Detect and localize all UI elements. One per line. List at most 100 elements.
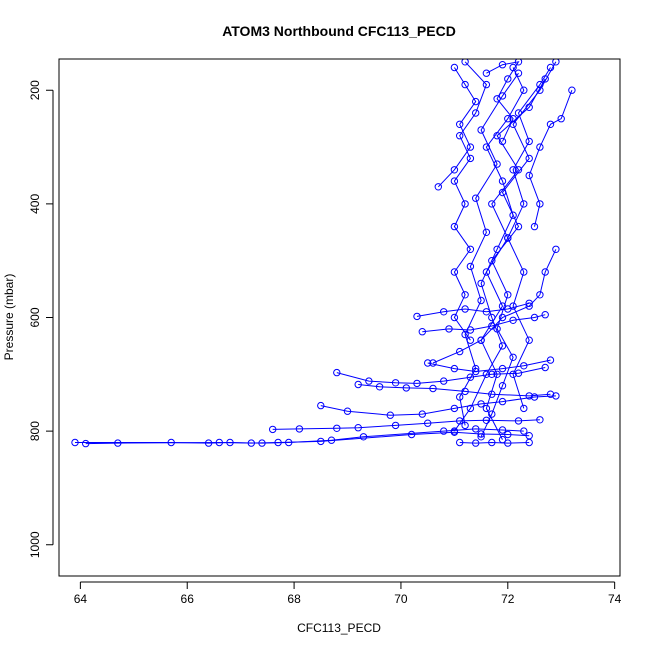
series-11: [477, 75, 549, 444]
data-point: [488, 200, 496, 208]
x-tick-label: 66: [181, 592, 195, 606]
data-point: [514, 222, 523, 231]
data-point: [525, 103, 533, 112]
data-point: [557, 115, 565, 123]
data-point: [536, 143, 544, 151]
data-point: [504, 234, 512, 242]
data-point: [456, 438, 464, 447]
data-point: [482, 228, 491, 237]
data-point: [488, 370, 496, 378]
data-point: [530, 393, 539, 401]
series-line: [453, 67, 525, 432]
y-tick-label: 200: [28, 80, 42, 100]
data-point: [472, 367, 480, 376]
series-12: [450, 59, 491, 344]
data-point: [498, 342, 507, 350]
series-line: [427, 359, 551, 373]
data-point: [461, 291, 469, 299]
data-point: [546, 390, 555, 398]
data-point: [440, 427, 448, 435]
data-point: [317, 401, 325, 410]
series-line: [459, 441, 530, 444]
x-tick-label: 72: [501, 592, 515, 606]
data-point: [466, 245, 475, 254]
data-point: [498, 177, 507, 185]
data-point: [514, 109, 523, 117]
data-point: [498, 188, 507, 197]
data-point: [461, 305, 469, 313]
data-point: [418, 410, 426, 418]
data-point: [498, 426, 507, 434]
data-point: [530, 222, 539, 231]
data-point: [472, 425, 480, 433]
data-point: [552, 245, 560, 254]
data-point: [482, 69, 491, 77]
data-point: [456, 347, 464, 356]
data-point: [504, 115, 512, 123]
data-point: [456, 393, 464, 401]
data-point: [477, 400, 485, 408]
data-point: [498, 364, 507, 373]
data-point: [520, 427, 528, 435]
data-point: [450, 166, 459, 174]
data-point: [552, 392, 560, 400]
data-point: [472, 194, 480, 202]
data-point: [546, 63, 555, 72]
data-point: [333, 424, 341, 432]
data-point: [418, 328, 426, 336]
data-point: [482, 308, 491, 316]
data-point: [461, 330, 469, 339]
data-point: [488, 410, 496, 418]
data-point: [466, 336, 475, 344]
data-point: [520, 200, 528, 208]
series-14: [434, 63, 480, 191]
y-tick-label: 400: [28, 194, 42, 214]
series-18: [424, 356, 555, 376]
data-point: [514, 417, 523, 425]
series-6: [354, 380, 555, 400]
data-point: [504, 430, 512, 439]
data-point: [536, 291, 544, 299]
data-point: [450, 222, 459, 231]
data-point: [498, 137, 507, 146]
series-line: [320, 395, 556, 416]
data-point: [498, 382, 507, 390]
data-point: [391, 379, 400, 387]
series-line: [437, 67, 477, 188]
data-point: [402, 384, 410, 392]
data-point: [450, 404, 459, 413]
data-point: [477, 430, 485, 438]
series-1: [71, 428, 533, 447]
data-point: [466, 143, 475, 151]
data-point: [525, 171, 533, 180]
data-point: [525, 302, 533, 310]
data-point: [114, 439, 122, 447]
data-point: [365, 377, 373, 385]
data-point: [520, 268, 528, 276]
data-point: [450, 268, 459, 276]
data-point: [536, 80, 544, 89]
data-point: [493, 95, 501, 103]
data-point: [546, 356, 555, 364]
data-point: [461, 59, 469, 66]
data-point: [541, 363, 549, 372]
data-point: [466, 262, 475, 271]
data-point: [375, 383, 384, 391]
data-point: [482, 80, 491, 89]
data-point: [498, 313, 507, 322]
data-point: [71, 438, 79, 447]
data-point: [434, 183, 442, 191]
data-point: [466, 326, 475, 334]
series-19: [456, 438, 533, 447]
data-point: [498, 397, 507, 406]
series-line: [272, 419, 540, 430]
y-tick-label: 1000: [28, 531, 42, 558]
data-point: [514, 369, 523, 377]
x-tick-label: 70: [394, 592, 408, 606]
data-point: [520, 362, 528, 370]
series-8: [450, 63, 528, 435]
series-16: [418, 311, 549, 336]
data-point: [525, 392, 533, 400]
